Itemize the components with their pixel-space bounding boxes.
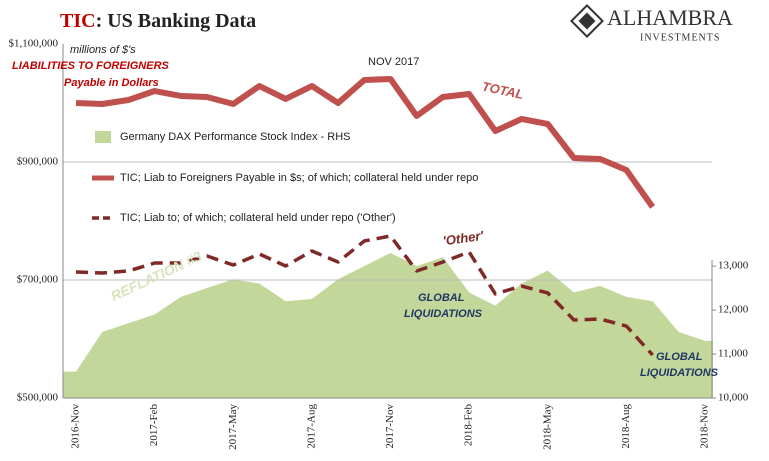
annotation: LIABILITIES TO FOREIGNERS: [12, 60, 170, 72]
logo-subtext: INVESTMENTS: [640, 32, 720, 43]
logo: ALHAMBRA INVESTMENTS: [570, 4, 733, 43]
y2-tick-label: 13,000: [718, 260, 749, 272]
title-part: : US Banking Data: [96, 10, 257, 32]
x-tick-label: 2018-Nov: [699, 404, 711, 449]
line: [75, 75, 656, 209]
y2-tick-label: 10,000: [718, 392, 749, 404]
x-tick-label: 2018-Feb: [463, 404, 475, 447]
x-tick-label: 2017-Feb: [148, 404, 160, 447]
dashed-line: [75, 234, 654, 357]
x-tick-label: 2016-Nov: [70, 404, 82, 449]
y2-tick-label: 11,000: [718, 348, 748, 360]
annotation: LIQUIDATIONS: [640, 367, 719, 379]
x-tick-label: 2018-May: [541, 404, 553, 450]
logo-text: ALHAMBRA: [607, 5, 733, 30]
x-tick-label: 2017-Nov: [384, 404, 396, 449]
annotation: LIQUIDATIONS: [404, 308, 483, 320]
logo-icon: [578, 12, 596, 30]
area: [63, 252, 713, 398]
x-tick-label: 2017-May: [227, 404, 239, 450]
annotation: GLOBAL: [418, 292, 465, 304]
annotation: millions of $'s: [70, 44, 136, 56]
legend-label: TIC; Liab to Foreigners Payable in $s; o…: [120, 172, 478, 184]
annotation: TOTAL: [481, 79, 525, 102]
y-tick-label: $700,000: [17, 274, 59, 286]
annotation: GLOBAL: [656, 351, 703, 363]
x-tick-label: 2018-Aug: [620, 404, 632, 449]
title-part: TIC: [60, 10, 96, 32]
legend-swatch: [95, 131, 111, 143]
x-tick-label: 2017-Aug: [305, 404, 317, 449]
legend-label: TIC; Liab to; of which; collateral held …: [120, 212, 396, 224]
annotation: 'Other': [442, 228, 485, 249]
logo-icon: [570, 4, 604, 38]
y-tick-label: $500,000: [17, 392, 59, 404]
chart-title: TIC: US Banking Data: [60, 10, 256, 32]
y-tick-label: $900,000: [17, 156, 59, 168]
annotation: Payable in Dollars: [64, 77, 159, 89]
annotation: NOV 2017: [368, 56, 419, 68]
y-tick-label: $1,100,000: [9, 38, 59, 50]
legend-label: Germany DAX Performance Stock Index - RH…: [120, 131, 350, 143]
y2-tick-label: 12,000: [718, 304, 749, 316]
